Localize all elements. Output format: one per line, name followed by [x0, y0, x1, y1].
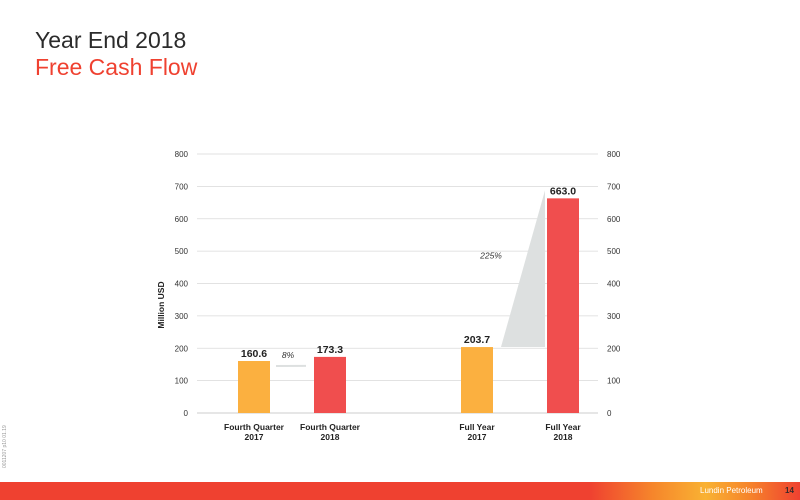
data-label: 203.7	[464, 334, 490, 346]
y-tick-label-left: 100	[175, 377, 189, 386]
x-tick-label: Fourth Quarter	[300, 422, 361, 432]
y-tick-label-left: 700	[175, 182, 189, 191]
y-tick-label-left: 800	[175, 150, 189, 159]
x-tick-label: 2017	[468, 432, 487, 442]
growth-connector	[501, 190, 545, 348]
bar	[547, 198, 579, 413]
x-tick-label: 2018	[554, 432, 573, 442]
y-tick-label-right: 200	[607, 344, 621, 353]
growth-connector	[276, 364, 306, 368]
y-tick-label-right: 700	[607, 182, 621, 191]
footer-decoration	[590, 482, 800, 500]
data-label: 663.0	[550, 185, 576, 197]
x-tick-label: 2017	[245, 432, 264, 442]
y-tick-label-right: 0	[607, 409, 612, 418]
y-axis-label: Million USD	[156, 281, 166, 328]
x-tick-label: Fourth Quarter	[224, 422, 285, 432]
data-label: 160.6	[241, 348, 267, 360]
y-tick-label-left: 400	[175, 280, 189, 289]
slide-title: Year End 2018	[35, 27, 187, 53]
growth-label: 8%	[282, 350, 295, 360]
y-tick-label-right: 300	[607, 312, 621, 321]
bar	[238, 361, 270, 413]
x-tick-label: Full Year	[545, 422, 581, 432]
y-tick-label-right: 600	[607, 215, 621, 224]
y-tick-label-right: 400	[607, 280, 621, 289]
y-tick-label-left: 300	[175, 312, 189, 321]
bar	[461, 347, 493, 413]
y-tick-label-right: 500	[607, 247, 621, 256]
bar-chart: 0 0 100 100 200 200 300 300 400 400 500 500 600 600 70…	[156, 150, 621, 442]
y-tick-label-right: 800	[607, 150, 621, 159]
y-tick-label-left: 0	[184, 409, 189, 418]
x-tick-label: 2018	[321, 432, 340, 442]
y-tick-label-left: 200	[175, 344, 189, 353]
y-tick-label-left: 600	[175, 215, 189, 224]
footer-bar	[0, 482, 800, 500]
data-label: 173.3	[317, 344, 343, 356]
y-tick-label-left: 500	[175, 247, 189, 256]
bar	[314, 356, 346, 413]
page-number: 14	[785, 486, 794, 495]
y-tick-label-right: 100	[607, 377, 621, 386]
x-tick-label: Full Year	[459, 422, 495, 432]
footer-brand: Lundin Petroleum	[700, 486, 763, 495]
slide-subtitle: Free Cash Flow	[35, 54, 198, 80]
growth-label: 225%	[479, 250, 502, 260]
